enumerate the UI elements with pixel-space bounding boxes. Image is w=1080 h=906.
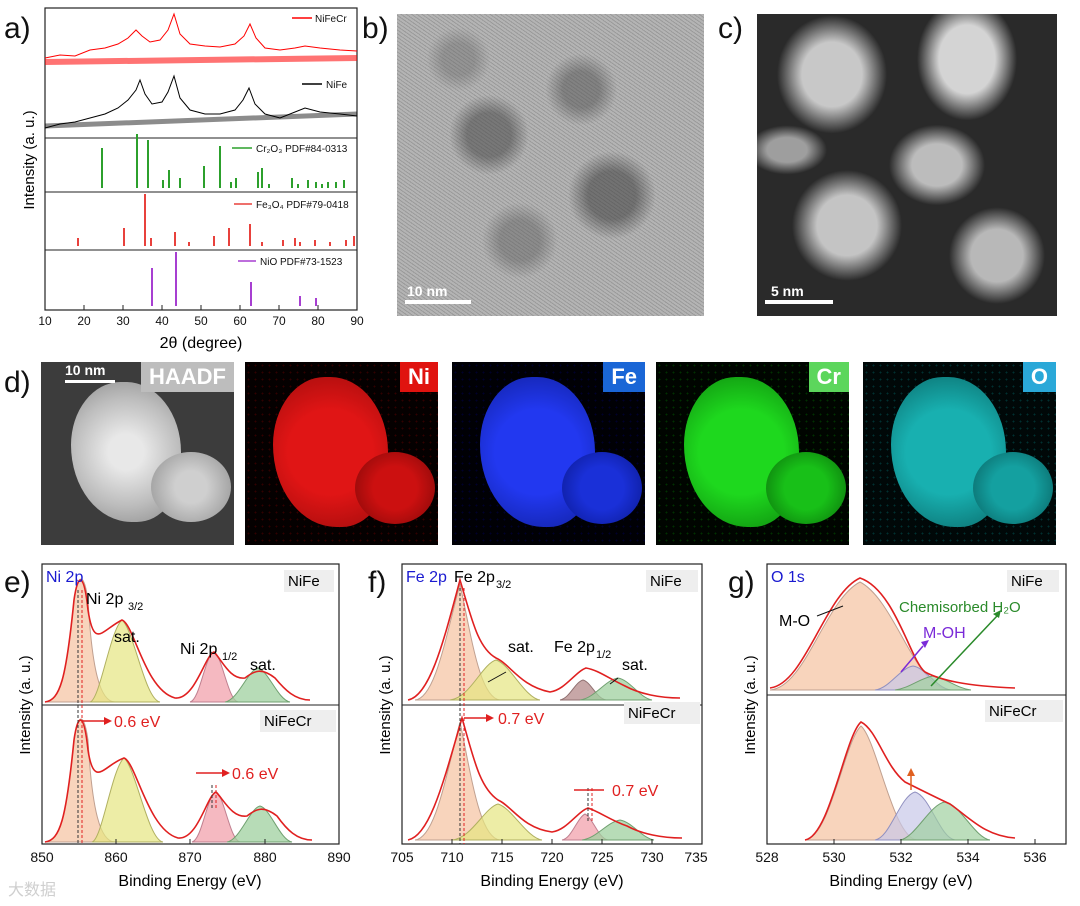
o1s-ylabel: Intensity (a. u.) bbox=[742, 655, 759, 754]
panel-c-label: c) bbox=[718, 12, 743, 45]
fe2p-title: Fe 2p bbox=[406, 569, 447, 586]
ni2p-peak32-sub: 3/2 bbox=[128, 601, 143, 613]
fe2p-peak12: Fe 2p bbox=[554, 639, 595, 656]
panel-e-label: e) bbox=[4, 566, 31, 599]
ni2p-bottom-label: NiFeCr bbox=[264, 713, 312, 730]
o1s-title: O 1s bbox=[771, 569, 805, 586]
ni2p-sat2: sat. bbox=[250, 657, 276, 674]
o1s-top-label: NiFe bbox=[1011, 573, 1043, 590]
panel-a-label: a) bbox=[4, 12, 31, 45]
fe2p-tick: 725 bbox=[590, 849, 614, 865]
fe2p-sat2: sat. bbox=[622, 657, 648, 674]
eds-map-ni: Ni bbox=[245, 362, 438, 545]
xrd-tick: 50 bbox=[194, 314, 208, 328]
eds-map-cr: Cr bbox=[656, 362, 849, 545]
eds-scale-label: 10 nm bbox=[65, 362, 106, 378]
o1s-tick: 532 bbox=[889, 849, 913, 865]
watermark: 大数据 bbox=[8, 882, 57, 899]
o1s-xlabel: Binding Energy (eV) bbox=[829, 873, 972, 890]
fe2p-peak32: Fe 2p bbox=[454, 569, 495, 586]
fe2p-tick: 730 bbox=[640, 849, 664, 865]
xrd-tick: 10 bbox=[38, 314, 52, 328]
o1s-h2o: Chemisorbed H₂O bbox=[899, 599, 1021, 616]
hrtem-scale-label: 10 nm bbox=[407, 283, 448, 299]
fe2p-shift2: 0.7 eV bbox=[612, 783, 659, 800]
o1s-tick: 528 bbox=[755, 849, 779, 865]
fe2p-tick: 735 bbox=[684, 849, 708, 865]
fe2p-tick: 710 bbox=[440, 849, 464, 865]
fe2p-ylabel: Intensity (a. u.) bbox=[377, 655, 394, 754]
xrd-tick: 30 bbox=[116, 314, 130, 328]
eds-label-cr: Cr bbox=[808, 362, 849, 392]
xps-ni2p-chart: 850 860 870 880 890 Binding Energy (eV) … bbox=[17, 563, 351, 890]
xps-fe2p-chart: 705 710 715 720 725 730 735 Binding Ener… bbox=[377, 563, 708, 890]
legend-nio: NiO PDF#73-1523 bbox=[260, 257, 343, 268]
xrd-tick: 80 bbox=[311, 314, 325, 328]
xrd-tick: 20 bbox=[77, 314, 91, 328]
xrd-cr2o3-sticks bbox=[101, 134, 345, 188]
ni2p-peak12-sub: 1/2 bbox=[222, 651, 237, 663]
fe2p-sat1: sat. bbox=[508, 639, 534, 656]
ni2p-ylabel: Intensity (a. u.) bbox=[17, 655, 34, 754]
xrd-nife-pattern bbox=[44, 74, 358, 129]
panel-d-label: d) bbox=[4, 366, 31, 399]
xrd-tick: 40 bbox=[155, 314, 169, 328]
ni2p-xlabel: Binding Energy (eV) bbox=[118, 873, 261, 890]
fe2p-tick: 705 bbox=[390, 849, 414, 865]
stem-scale-label: 5 nm bbox=[771, 283, 804, 299]
ni2p-peak32: Ni 2p bbox=[86, 591, 123, 608]
xrd-tick: 90 bbox=[350, 314, 364, 328]
fe2p-shift1: 0.7 eV bbox=[498, 711, 545, 728]
eds-map-fe: Fe bbox=[452, 362, 645, 545]
ni2p-peak12: Ni 2p bbox=[180, 641, 217, 658]
ni2p-title: Ni 2p bbox=[46, 569, 83, 586]
fe2p-tick: 715 bbox=[490, 849, 514, 865]
stem-image: 5 nm bbox=[757, 14, 1057, 316]
eds-map-haadf: HAADF 10 nm bbox=[41, 362, 234, 545]
ni2p-tick: 880 bbox=[253, 849, 277, 865]
eds-map-o: O bbox=[863, 362, 1056, 545]
xrd-nio-sticks bbox=[151, 252, 317, 306]
fe2p-peak32-sub: 3/2 bbox=[496, 579, 511, 591]
ni2p-tick: 870 bbox=[178, 849, 202, 865]
xrd-chart: 10 20 30 40 50 60 70 80 90 2θ (degree) I… bbox=[21, 7, 364, 352]
o1s-mo: M-O bbox=[779, 613, 810, 630]
eds-label-haadf: HAADF bbox=[141, 362, 234, 392]
xrd-nifecr-pattern bbox=[44, 12, 358, 65]
o1s-bottom-label: NiFeCr bbox=[989, 703, 1037, 720]
xps-o1s-chart: 528 530 532 534 536 Binding Energy (eV) … bbox=[742, 563, 1067, 890]
panel-b-label: b) bbox=[362, 12, 389, 45]
fe2p-bottom-label: NiFeCr bbox=[628, 705, 676, 722]
o1s-tick: 536 bbox=[1023, 849, 1047, 865]
eds-label-fe: Fe bbox=[603, 362, 645, 392]
fe2p-tick: 720 bbox=[540, 849, 564, 865]
eds-label-ni: Ni bbox=[400, 362, 438, 392]
o1s-tick: 534 bbox=[956, 849, 980, 865]
ni2p-top-label: NiFe bbox=[288, 573, 320, 590]
fe2p-top-label: NiFe bbox=[650, 573, 682, 590]
legend-cr2o3: Cr₂O₃ PDF#84-0313 bbox=[256, 144, 348, 155]
ni2p-tick: 850 bbox=[30, 849, 54, 865]
hrtem-image: 10 nm bbox=[397, 14, 704, 316]
o1s-moh: M-OH bbox=[923, 625, 966, 642]
ni2p-shift2: 0.6 eV bbox=[232, 766, 279, 783]
xrd-tick: 70 bbox=[272, 314, 286, 328]
fe2p-xlabel: Binding Energy (eV) bbox=[480, 873, 623, 890]
xrd-fe3o4-sticks bbox=[77, 194, 355, 246]
fe2p-peak12-sub: 1/2 bbox=[596, 649, 611, 661]
ni2p-sat1: sat. bbox=[114, 629, 140, 646]
o1s-tick: 530 bbox=[822, 849, 846, 865]
xrd-tick: 60 bbox=[233, 314, 247, 328]
panel-g-label: g) bbox=[728, 566, 755, 599]
ni2p-shift1: 0.6 eV bbox=[114, 714, 161, 731]
eds-label-o: O bbox=[1022, 362, 1056, 392]
ni2p-tick: 890 bbox=[327, 849, 351, 865]
legend-nife: NiFe bbox=[326, 80, 348, 91]
panel-f-label: f) bbox=[368, 566, 387, 599]
xrd-xlabel: 2θ (degree) bbox=[160, 335, 243, 352]
legend-nifecr: NiFeCr bbox=[315, 14, 347, 25]
xrd-ylabel: Intensity (a. u.) bbox=[21, 110, 38, 209]
ni2p-tick: 860 bbox=[104, 849, 128, 865]
legend-fe3o4: Fe₃O₄ PDF#79-0418 bbox=[256, 200, 349, 211]
